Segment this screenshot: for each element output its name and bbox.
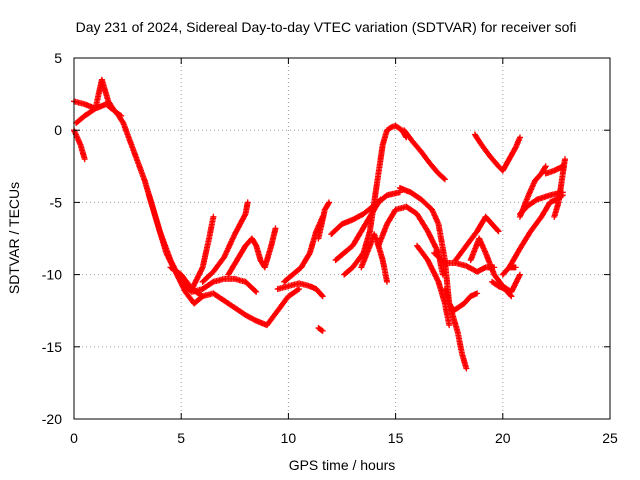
y-tick-label: -15 <box>42 339 62 355</box>
series-s12 <box>315 199 332 241</box>
series-s11 <box>315 325 325 334</box>
data-series <box>71 77 568 372</box>
y-tick-label: 0 <box>54 122 62 138</box>
x-tick-label: 20 <box>495 430 511 446</box>
series-s3 <box>73 77 124 126</box>
series-s15 <box>341 123 409 278</box>
plot-frame <box>74 58 610 419</box>
x-tick-label: 0 <box>70 430 78 446</box>
x-axis-label: GPS time / hours <box>289 457 396 473</box>
x-tick-label: 10 <box>281 430 297 446</box>
x-tick-label: 25 <box>602 430 618 446</box>
y-tick-label: -5 <box>50 194 63 210</box>
y-axis-label: SDTVAR / TECUs <box>6 182 22 294</box>
series-s18 <box>401 127 448 182</box>
y-tick-label: 5 <box>54 50 62 66</box>
vtec-chart: Day 231 of 2024, Sidereal Day-to-day VTE… <box>0 0 640 480</box>
y-tick-label: -10 <box>42 267 62 283</box>
chart-title: Day 231 of 2024, Sidereal Day-to-day VTE… <box>76 19 577 35</box>
y-tick-label: -20 <box>42 411 62 427</box>
grid-lines <box>74 58 610 419</box>
x-tick-label: 5 <box>177 430 185 446</box>
series-s25 <box>472 132 523 174</box>
series-s16 <box>358 231 390 285</box>
axis-ticks: 0 5 10 15 20 25 -20 -15 -10 -5 0 5 <box>42 50 618 446</box>
x-tick-label: 15 <box>388 430 404 446</box>
